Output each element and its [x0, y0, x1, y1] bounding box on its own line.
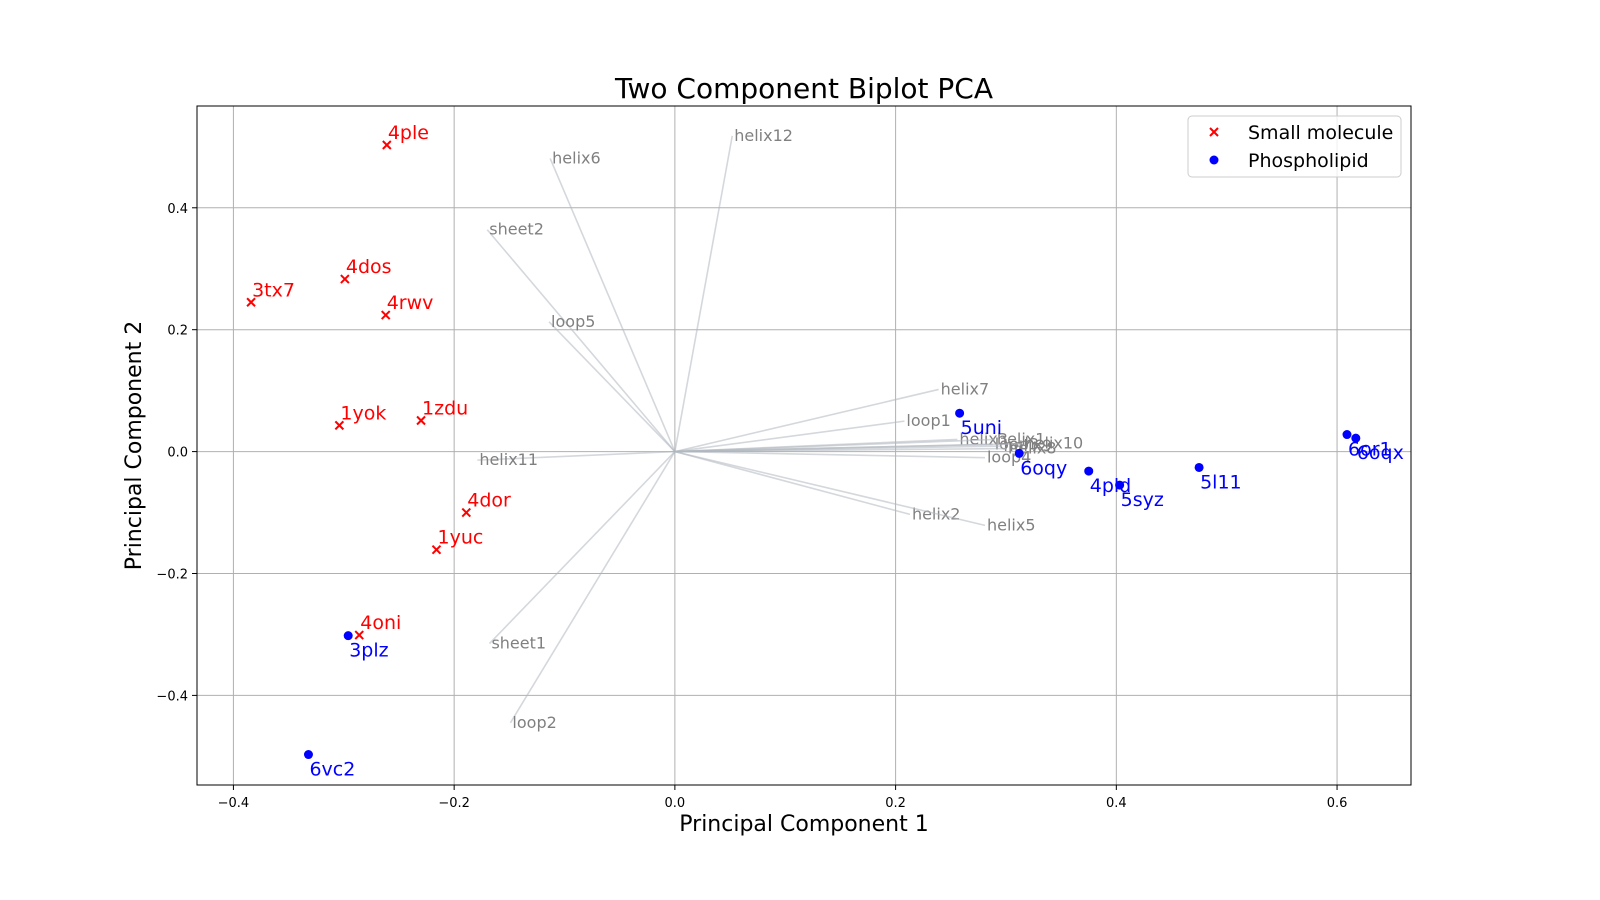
y-tick-label: 0.2: [167, 324, 188, 339]
loading-label: helix5: [987, 515, 1036, 534]
x-marker-stroke: [334, 420, 345, 431]
x-marker: [334, 420, 345, 431]
x-marker-stroke: [381, 310, 391, 320]
x-tick-label: −0.4: [218, 796, 250, 811]
point-label: 5l11: [1200, 471, 1242, 493]
loading-label: helix9: [1004, 436, 1053, 455]
loading-vector: [486, 229, 676, 453]
loading-vector: [674, 450, 986, 527]
loading-vector: [477, 450, 675, 461]
point-label: 5uni: [961, 417, 1002, 439]
x-marker: [382, 140, 392, 150]
loading-vector: [674, 135, 734, 452]
dot-marker: [955, 408, 965, 418]
y-tick-label: 0.4: [167, 202, 188, 217]
x-tick-label: 0.2: [885, 796, 906, 811]
y-tick-label: −0.2: [156, 567, 188, 582]
x-marker: [416, 415, 426, 426]
x-marker-stroke: [416, 415, 426, 426]
legend-dot-marker: [1209, 155, 1219, 165]
loading-label: sheet2: [489, 220, 544, 239]
point-label: 6vc2: [309, 759, 355, 781]
loading-vector: [674, 447, 1006, 453]
x-marker-stroke: [382, 140, 392, 150]
point-label: 1zdu: [422, 398, 468, 420]
legend-label: Small molecule: [1248, 122, 1393, 144]
loading-label: loop1: [906, 411, 950, 430]
loading-label: helix11: [479, 450, 538, 469]
x-tick-label: −0.2: [438, 796, 470, 811]
axis-ticks: −0.4 −0.2 0.0 0.2 0.4 0.6 −0.4 −0.2 0.0 0.2 0.4: [156, 202, 1347, 811]
x-tick-label: 0.4: [1106, 796, 1127, 811]
x-marker-stroke: [461, 507, 471, 518]
dot-marker: [1351, 433, 1361, 443]
x-axis-title: Principal Component 1: [679, 812, 928, 837]
point-label: 4dor: [467, 490, 511, 512]
x-tick-label: 0.6: [1327, 796, 1348, 811]
point-label: 6or1: [1348, 439, 1392, 461]
y-axis-title: Principal Component 2: [122, 321, 147, 570]
loading-label: helix12: [734, 126, 793, 145]
x-marker: [354, 630, 364, 640]
x-tick-label: 0.0: [665, 796, 686, 811]
x-marker: [431, 545, 442, 555]
dot-marker: [343, 631, 353, 641]
loading-label: helix7: [941, 379, 990, 398]
point-label: 4oni: [360, 612, 401, 634]
x-marker: [461, 507, 471, 518]
dot-marker: [303, 750, 313, 760]
legend-label: Phospholipid: [1248, 150, 1369, 172]
loading-label: sheet1: [491, 634, 546, 653]
x-marker: [246, 297, 256, 307]
x-marker-stroke: [354, 630, 364, 640]
loading-vector: [509, 451, 676, 724]
dot-marker: [1342, 430, 1352, 440]
plot-frame: [196, 105, 1412, 786]
loading-label: helix6: [552, 148, 601, 167]
chart-title: Two Component Biplot PCA: [614, 72, 993, 105]
dot-marker: [1115, 480, 1125, 490]
point-label: 4dos: [346, 256, 392, 278]
point-label: 4pld: [1090, 475, 1132, 497]
loading-label: loop2: [512, 713, 556, 732]
point-label: 1yuc: [437, 527, 483, 549]
loading-vector: [674, 450, 911, 516]
dot-marker: [1014, 448, 1024, 458]
point-label: 6oqx: [1357, 442, 1404, 464]
point-label: 6oqy: [1020, 457, 1067, 479]
x-marker: [340, 274, 350, 284]
point-label: 1yok: [340, 402, 386, 424]
loading-vector: [549, 158, 676, 452]
loading-vectors: helix12 helix6 sheet2 loop5 helix7 loop1 helix…: [477, 126, 1083, 732]
dot-marker: [1194, 462, 1204, 472]
data-points: [246, 140, 1361, 760]
point-label: 4ple: [388, 122, 429, 144]
loading-vector: [674, 388, 939, 453]
point-labels: 4ple 4dos 3tx7 4rwv 1yok 1zdu 4dor 1yuc 4oni 5uni…: [252, 122, 1404, 781]
legend-x-marker: [1209, 127, 1219, 137]
loading-vector: [674, 420, 905, 453]
y-tick-label: −0.4: [156, 689, 188, 704]
loading-label: helix10: [1025, 434, 1084, 453]
dot-marker: [1084, 466, 1094, 476]
x-marker-stroke: [431, 545, 442, 555]
y-tick-label: 0.0: [167, 446, 188, 461]
x-marker: [381, 310, 391, 320]
loading-vector: [488, 451, 676, 645]
legend: Small molecule Phospholipid: [1187, 115, 1402, 178]
point-label: 4rwv: [387, 292, 434, 314]
loading-vector: [548, 321, 676, 453]
x-marker-stroke: [246, 297, 256, 307]
point-label: 5syz: [1121, 489, 1164, 511]
grid: [197, 106, 1411, 785]
loading-vector: [674, 450, 986, 459]
point-label: 3plz: [349, 640, 388, 662]
x-marker-stroke: [340, 274, 350, 284]
loading-vector: [674, 438, 995, 453]
legend-box: [1187, 115, 1402, 178]
point-label: 3tx7: [252, 279, 295, 301]
loading-label: loop5: [551, 312, 595, 331]
